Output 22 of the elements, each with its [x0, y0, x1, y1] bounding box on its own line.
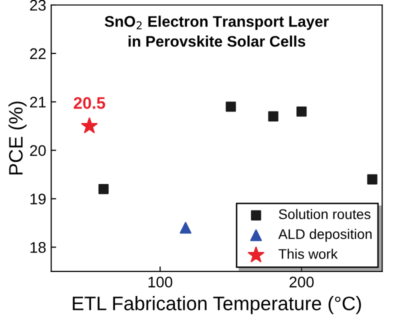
legend-label: This work: [278, 248, 338, 259]
legend-label: ALD deposition: [278, 228, 372, 242]
point: [296, 106, 307, 117]
point: [268, 111, 278, 122]
point: [81, 117, 98, 134]
text: SnO$_{2}$ Electron Transport Layer in Perovskite Solar Cells: [104, 16, 329, 47]
y-axis-title: PCE (%): [8, 102, 27, 174]
point: [98, 184, 109, 194]
annotation: 20.5: [74, 97, 106, 109]
point: [180, 222, 192, 234]
y-tick-label: 22: [30, 48, 46, 59]
x-tick-label: 200: [290, 276, 314, 288]
y-tick-label: 20: [30, 145, 46, 156]
point: [226, 102, 236, 112]
y-tick-label: 21: [30, 96, 46, 108]
y-tick-label: 19: [30, 194, 46, 204]
x-axis-title: ETL Fabrication Temperature (°C): [72, 296, 361, 314]
y-tick-label: 18: [30, 242, 46, 253]
legend-label: Solution routes: [278, 208, 370, 220]
y-tick-label: 23: [30, 0, 46, 11]
x-tick-label: 100: [148, 276, 172, 288]
point: [367, 174, 378, 184]
